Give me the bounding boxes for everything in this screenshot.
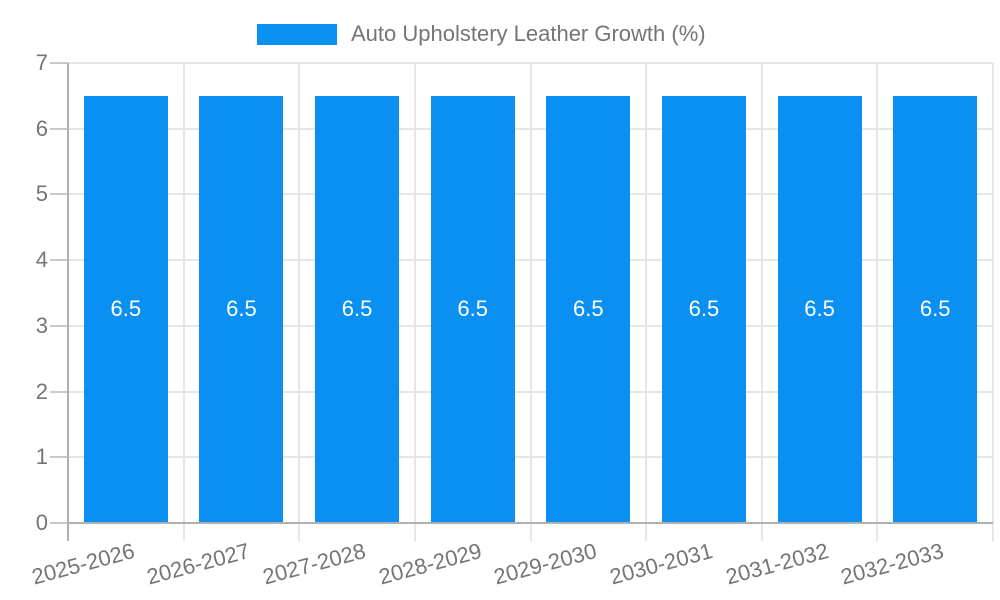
y-tick (50, 62, 68, 64)
bar-value-label: 6.5 (341, 296, 373, 322)
legend-swatch (257, 23, 337, 45)
x-tick (876, 523, 879, 541)
bar[interactable]: 6.5 (315, 95, 400, 523)
bar[interactable]: 6.5 (430, 95, 515, 523)
x-tick (182, 523, 185, 541)
x-tick (992, 523, 994, 541)
x-tick (298, 523, 301, 541)
bar-value-label: 6.5 (226, 296, 257, 322)
x-gridline (645, 63, 648, 523)
legend-label: Auto Upholstery Leather Growth (%) (351, 21, 706, 46)
y-tick-label: 0 (35, 510, 48, 535)
bar-value-label: 6.5 (573, 296, 604, 322)
y-tick (50, 259, 68, 262)
y-tick-label: 6 (35, 115, 48, 141)
x-tick (67, 523, 69, 541)
y-tick (50, 456, 68, 459)
x-tick (529, 523, 532, 541)
x-tick (645, 523, 648, 541)
y-tick-label: 3 (35, 312, 48, 338)
bar[interactable]: 6.5 (83, 95, 168, 523)
x-gridline (529, 63, 532, 523)
bar[interactable]: 6.5 (661, 95, 746, 523)
x-gridline (760, 63, 763, 523)
x-tick (760, 523, 763, 541)
y-axis-line (67, 63, 69, 523)
bar[interactable]: 6.5 (777, 95, 862, 523)
legend[interactable]: Auto Upholstery Leather Growth (%) (257, 21, 706, 47)
bar-value-label: 6.5 (110, 296, 142, 322)
bar-value-label: 6.5 (457, 296, 488, 322)
bar-value-label: 6.5 (804, 296, 835, 322)
bar-value-label: 6.5 (688, 296, 720, 322)
y-tick-label: 5 (35, 181, 48, 207)
y-tick-label: 1 (35, 444, 48, 470)
y-tick (50, 390, 68, 393)
bar-value-label: 6.5 (919, 296, 951, 322)
y-tick-label: 4 (35, 247, 48, 273)
y-tick (50, 522, 68, 524)
x-gridline (182, 63, 185, 523)
bar[interactable]: 6.5 (546, 95, 631, 523)
bar[interactable]: 6.5 (893, 95, 978, 523)
y-tick (50, 324, 68, 327)
y-tick (50, 127, 68, 130)
y-tick-label: 2 (35, 378, 48, 404)
y-tick-label: 7 (35, 50, 48, 75)
x-gridline (876, 63, 879, 523)
y-tick (50, 193, 68, 196)
x-gridline (413, 63, 416, 523)
x-axis-line (68, 522, 993, 524)
x-gridline (298, 63, 301, 523)
x-gridline (992, 63, 994, 523)
bar[interactable]: 6.5 (199, 95, 284, 523)
x-tick (413, 523, 416, 541)
